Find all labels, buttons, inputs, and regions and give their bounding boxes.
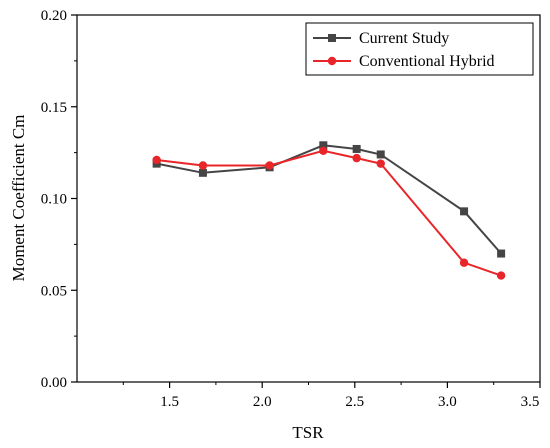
data-point bbox=[198, 168, 207, 177]
data-point bbox=[152, 155, 161, 165]
data-point bbox=[460, 207, 469, 216]
y-tick-label: 0.15 bbox=[41, 100, 67, 116]
x-tick-label: 1.5 bbox=[160, 394, 179, 410]
y-tick-label: 0.10 bbox=[41, 192, 67, 208]
y-tick-label: 0.05 bbox=[41, 283, 67, 299]
x-tick-label: 2.5 bbox=[345, 394, 364, 410]
series-1 bbox=[152, 146, 506, 280]
x-axis-title: TSR bbox=[292, 423, 324, 442]
x-tick-label: 3.0 bbox=[438, 394, 457, 410]
data-point bbox=[198, 161, 208, 170]
legend: Current Study Conventional Hybrid bbox=[305, 22, 534, 76]
legend-marker bbox=[328, 34, 336, 42]
data-point bbox=[497, 249, 506, 258]
legend-marker bbox=[327, 56, 337, 66]
series-line bbox=[156, 149, 502, 277]
x-tick-label: 3.5 bbox=[521, 394, 540, 410]
y-tick-label: 0.00 bbox=[41, 375, 67, 391]
legend-box bbox=[305, 22, 534, 76]
data-point bbox=[376, 159, 385, 168]
x-tick-label: 2.0 bbox=[253, 394, 272, 410]
data-point bbox=[319, 141, 328, 150]
data-point bbox=[496, 271, 506, 280]
data-point bbox=[352, 153, 361, 163]
y-axis-title: Moment Coefficient Cm bbox=[9, 115, 28, 282]
y-tick-label: 0.20 bbox=[41, 8, 67, 24]
data-point bbox=[352, 144, 361, 153]
data-point bbox=[376, 150, 385, 159]
legend-label: Conventional Hybrid bbox=[359, 53, 495, 70]
series-0 bbox=[152, 141, 506, 258]
data-point bbox=[319, 146, 328, 155]
axis-ticks: 0.00 0.05 0.10 0.15 0.20 1.5 2.0 2.5 3.0 3.5 bbox=[41, 8, 541, 410]
legend-label: Current Study bbox=[359, 30, 449, 47]
series-layer bbox=[152, 141, 506, 280]
data-point bbox=[265, 161, 274, 170]
series-line bbox=[156, 144, 502, 255]
data-point bbox=[459, 258, 469, 267]
